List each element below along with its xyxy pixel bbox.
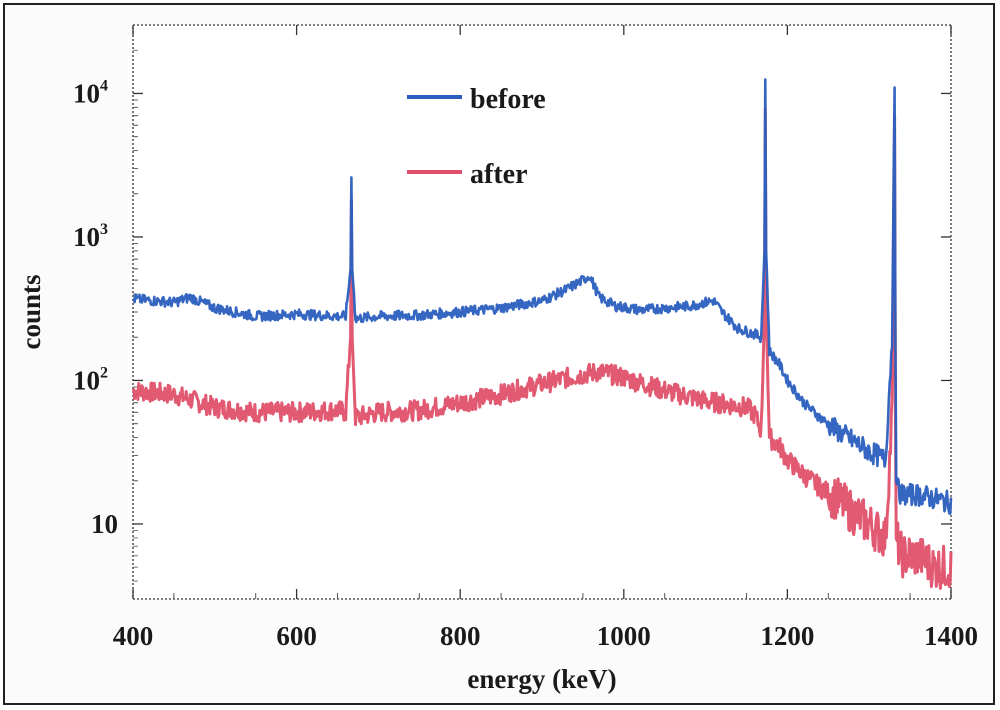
y-tick-base: 10 <box>73 78 100 108</box>
y-axis-label: counts <box>16 274 46 349</box>
x-tick-label: 1400 <box>924 621 978 651</box>
y-tick-exponent: 4 <box>100 77 108 94</box>
y-tick-exponent: 3 <box>100 221 108 238</box>
x-tick-label: 800 <box>440 621 481 651</box>
y-tick-base: 10 <box>73 222 100 252</box>
y-tick-label: 10 <box>91 509 118 539</box>
legend-label-before: before <box>470 84 546 115</box>
legend-label-after: after <box>470 159 528 190</box>
x-tick-label: 400 <box>113 621 154 651</box>
x-tick-label: 600 <box>276 621 317 651</box>
y-tick-label: 103 <box>73 221 108 252</box>
series-line-after <box>131 107 953 590</box>
x-axis: 400 600 800 1000 1200 1400 <box>113 25 978 651</box>
y-tick-exponent: 2 <box>100 364 108 381</box>
y-tick-label: 102 <box>73 364 108 395</box>
y-tick-base: 10 <box>91 509 118 539</box>
legend: before after <box>407 84 546 190</box>
y-tick-base: 10 <box>73 365 100 395</box>
x-tick-label: 1200 <box>760 621 814 651</box>
y-tick-label: 104 <box>73 77 108 108</box>
series-line-before <box>132 78 953 515</box>
series-group <box>131 78 953 590</box>
x-axis-label: energy (keV) <box>467 664 616 694</box>
x-tick-label: 1000 <box>597 621 651 651</box>
